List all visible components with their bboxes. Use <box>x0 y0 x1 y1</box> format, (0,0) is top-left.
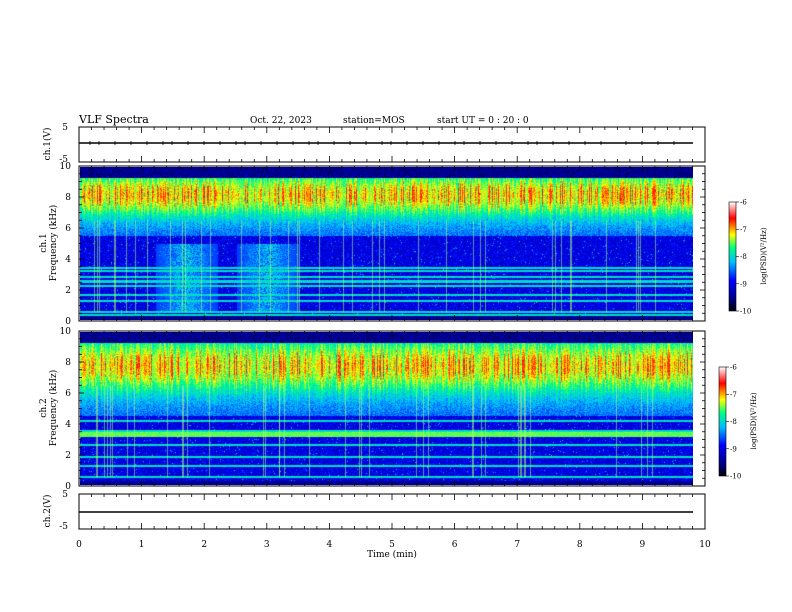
y-tick-label: 4 <box>65 255 71 265</box>
y-tick-label: 4 <box>65 420 71 430</box>
ch1-colorbar-gradient <box>728 201 737 312</box>
colorbar-tick-label: -6 <box>740 199 747 207</box>
x-tick-label: 4 <box>327 540 333 550</box>
colorbar-tick-label: -9 <box>740 280 747 288</box>
colorbar-tick-label: -7 <box>730 391 737 399</box>
ch1-colorbar-label: log(PSD)(V²/Hz) <box>760 227 768 284</box>
ch2-wave-ylabel: ch.2(V) <box>42 495 53 528</box>
x-tick-label: 8 <box>577 540 583 550</box>
x-axis-tick-labels: 0 1 2 3 4 5 6 7 8 9 10 <box>76 540 711 550</box>
ch2-spectrogram-panel: 0 2 4 6 8 10 ch.2 Frequency (kHz) <box>39 327 706 492</box>
ch2-colorbar-ticks: -6 -7 -8 -9 -10 <box>726 364 741 481</box>
ch1-spectrogram-image <box>80 167 693 320</box>
figure-title: VLF Spectra <box>78 113 149 126</box>
ch2-colorbar-label: log(PSD)(V²/Hz) <box>750 392 758 449</box>
figure-station: station=MOS <box>343 116 405 126</box>
colorbar-tick-label: -10 <box>740 308 751 316</box>
colorbar-tick-label: -9 <box>730 445 737 453</box>
ch1-spec-ylabel-channel: ch.1 <box>39 233 49 252</box>
ch2-spec-ylabel-channel: ch.2 <box>39 398 49 417</box>
ch1-spec-yticks: 0 2 4 6 8 10 <box>60 162 705 327</box>
ch1-spec-ylabel-freq: Frequency (kHz) <box>48 205 59 282</box>
colorbar-tick-label: -8 <box>730 418 737 426</box>
ch1-wave-ytick-min: -5 <box>59 155 68 165</box>
ch1-colorbar: -6 -7 -8 -9 -10 log(PSD)(V²/Hz) <box>728 199 768 316</box>
x-tick-label: 7 <box>514 540 520 550</box>
x-tick-label: 0 <box>76 540 82 550</box>
colorbar-tick-label: -6 <box>730 364 737 372</box>
x-tick-label: 6 <box>452 540 458 550</box>
y-tick-label: 8 <box>65 358 71 368</box>
y-tick-label: 2 <box>65 286 71 296</box>
ch2-colorbar-gradient <box>718 366 727 477</box>
figure-start-time: start UT = 0 : 20 : 0 <box>437 116 529 126</box>
ch1-colorbar-ticks: -6 -7 -8 -9 -10 <box>736 199 751 316</box>
x-tick-label: 9 <box>640 540 646 550</box>
x-tick-label: 2 <box>201 540 207 550</box>
time-axis-ticks <box>78 127 706 529</box>
x-tick-label: 1 <box>139 540 145 550</box>
x-tick-label: 5 <box>389 540 395 550</box>
y-tick-label: 0 <box>65 317 71 327</box>
ch2-colorbar: -6 -7 -8 -9 -10 log(PSD)(V²/Hz) <box>718 364 758 481</box>
ch1-wave-ylabel: ch.1(V) <box>42 128 53 161</box>
y-tick-label: 0 <box>65 482 71 492</box>
colorbar-tick-label: -7 <box>740 226 747 234</box>
ch2-wave-ytick-max: 5 <box>62 490 68 500</box>
figure-date: Oct. 22, 2023 <box>250 116 312 126</box>
x-tick-label: 3 <box>264 540 270 550</box>
y-tick-label: 2 <box>65 451 71 461</box>
y-tick-label: 6 <box>65 224 71 234</box>
ch2-spec-yticks: 0 2 4 6 8 10 <box>60 327 705 492</box>
ch2-spec-ylabel-freq: Frequency (kHz) <box>48 370 59 447</box>
ch2-wave-ytick-min: -5 <box>59 522 68 532</box>
y-tick-label: 8 <box>65 193 71 203</box>
colorbar-tick-label: -10 <box>730 473 741 481</box>
x-axis-label: Time (min) <box>367 549 417 560</box>
ch1-wave-ytick-max: 5 <box>62 123 68 133</box>
ch2-spectrogram-image <box>80 332 693 485</box>
y-tick-label: 10 <box>60 162 72 172</box>
y-tick-label: 6 <box>65 389 71 399</box>
y-tick-label: 10 <box>60 327 72 337</box>
x-tick-label: 10 <box>699 540 711 550</box>
ch1-spectrogram-panel: 0 2 4 6 8 10 ch.1 Frequency (kHz) <box>39 162 706 327</box>
colorbar-tick-label: -8 <box>740 253 747 261</box>
